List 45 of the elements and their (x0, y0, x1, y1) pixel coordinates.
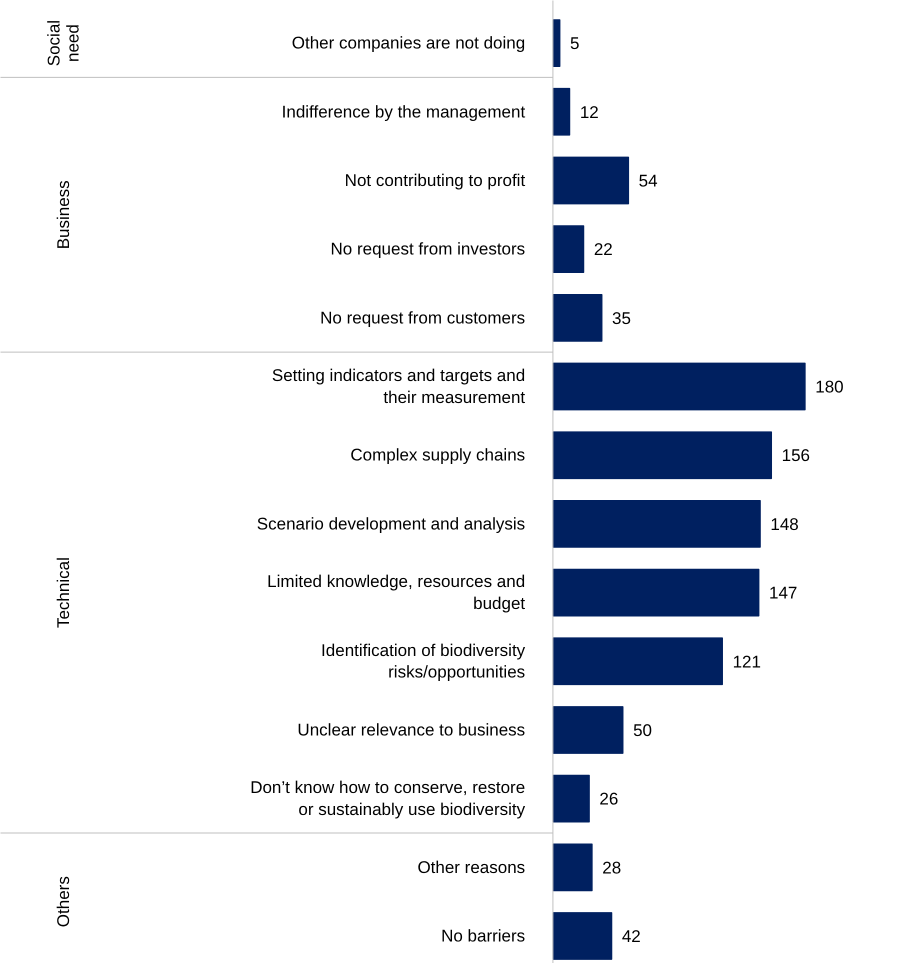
text: Others (54, 876, 74, 928)
y-tick-label: No request from investors (330, 240, 526, 259)
bar (552, 706, 624, 754)
data-label: 35 (612, 308, 631, 328)
y-tick-label: No request from customers (320, 308, 526, 328)
y-tick-label: Identification of biodiversity risks/opportunities (321, 640, 526, 682)
data-label: 22 (594, 240, 613, 260)
data-label: 180 (815, 378, 844, 397)
data-label: 42 (622, 927, 641, 946)
data-label: 50 (633, 720, 652, 740)
text: Technical (54, 557, 74, 628)
bar (552, 912, 612, 960)
data-label: 26 (599, 790, 618, 809)
y-tick-label: Scenario development and analysis (256, 514, 526, 534)
y-tick-label: Other companies are not doing (292, 34, 526, 53)
bar (552, 637, 723, 686)
data-label: 28 (602, 858, 622, 878)
bar (552, 500, 761, 548)
y-tick-label: Setting indicators and targets and their measurement (272, 366, 526, 407)
y-tick-label: Unclear relevance to business (297, 720, 526, 740)
bar (552, 362, 806, 410)
data-label: 147 (769, 584, 798, 603)
y-tick-label: Limited knowledge, resources and budget (267, 572, 526, 614)
data-label: 54 (638, 171, 658, 190)
data-label: 5 (570, 34, 580, 54)
y-tick-label: Indifference by the management (282, 102, 526, 122)
bar (552, 843, 593, 892)
bar (552, 294, 602, 342)
bar (552, 568, 760, 616)
bar (552, 88, 570, 136)
bar (552, 156, 630, 204)
data-label: 121 (732, 652, 761, 672)
text: Social need (44, 20, 83, 66)
y-tick-label: Not contributing to profit (344, 170, 526, 190)
data-label: 148 (770, 514, 799, 534)
data-label: 156 (782, 446, 810, 466)
bar (552, 431, 772, 480)
data-label: 12 (580, 102, 599, 122)
text: Business (54, 180, 74, 250)
y-tick-label: Don’t know how to conserve, restore or sustainably use biodiversity (250, 778, 526, 820)
bar (552, 774, 590, 823)
bar (552, 225, 584, 274)
y-tick-label: Complex supply chains (350, 446, 526, 465)
y-tick-label: No barriers (441, 926, 526, 946)
y-tick-label: Other reasons (417, 858, 526, 877)
